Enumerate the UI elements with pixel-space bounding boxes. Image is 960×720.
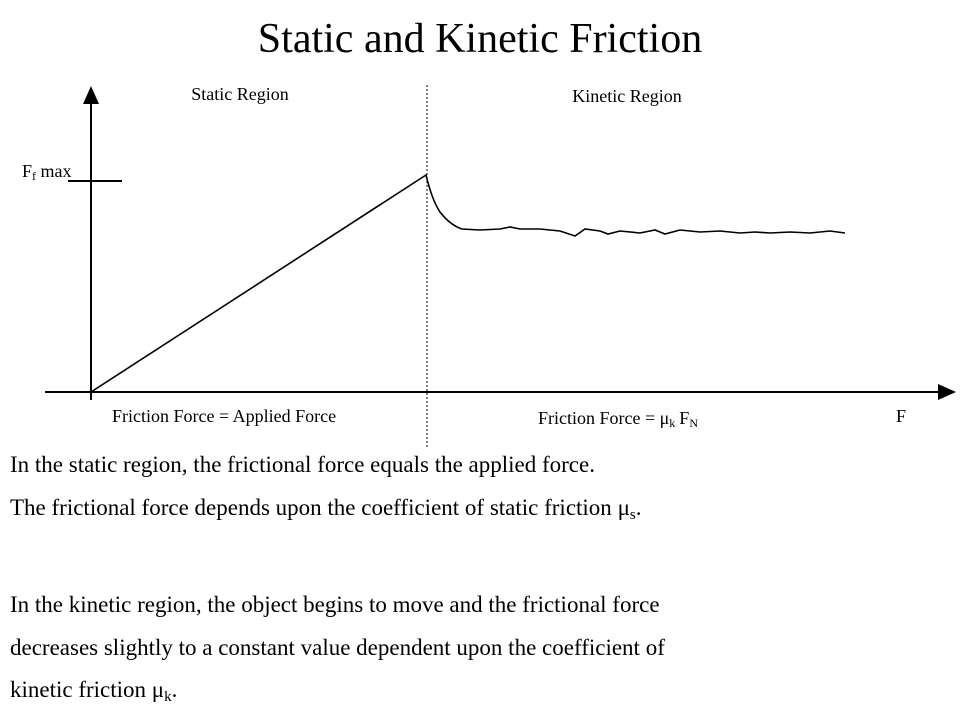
y-label: Ff max [22, 161, 72, 183]
y-label-sub: f [32, 169, 36, 183]
symbol: μ [152, 677, 164, 702]
kinetic-formula: Friction Force = μk FN [538, 408, 698, 430]
paragraph-line: In the static region, the frictional for… [10, 452, 595, 477]
paragraph-line: kinetic friction μk. [10, 677, 177, 705]
paragraph-line: decreases slightly to a constant value d… [10, 635, 665, 660]
symbol-sub: s [630, 507, 636, 523]
y-label-rest: max [36, 161, 72, 181]
symbol-sub: k [164, 689, 172, 705]
force: F [679, 408, 689, 428]
force-sub: N [689, 416, 698, 430]
title: Static and Kinetic Friction [258, 16, 702, 62]
static-formula: Friction Force = Applied Force [112, 406, 336, 426]
x-label: F [896, 406, 906, 426]
paragraph-line: The frictional force depends upon the co… [10, 495, 642, 523]
kinetic-formula-text: Friction Force = [538, 408, 660, 428]
line-text: kinetic friction [10, 677, 152, 702]
paragraphs: In the static region, the frictional for… [10, 452, 665, 705]
mu: μ [660, 408, 670, 428]
y-arrow [83, 86, 99, 104]
line-text: The frictional force depends upon the co… [10, 495, 618, 520]
line-end: . [636, 495, 642, 520]
mu-sub: k [669, 416, 675, 430]
friction-curve [90, 173, 846, 393]
paragraph-line: In the kinetic region, the object begins… [10, 592, 660, 617]
axes [45, 100, 942, 400]
static-region-label: Static Region [191, 84, 289, 104]
x-arrow [938, 384, 956, 400]
symbol: μ [618, 495, 630, 520]
line-end: . [172, 677, 178, 702]
y-label-main: F [22, 161, 32, 181]
kinetic-region-label: Kinetic Region [572, 86, 681, 106]
